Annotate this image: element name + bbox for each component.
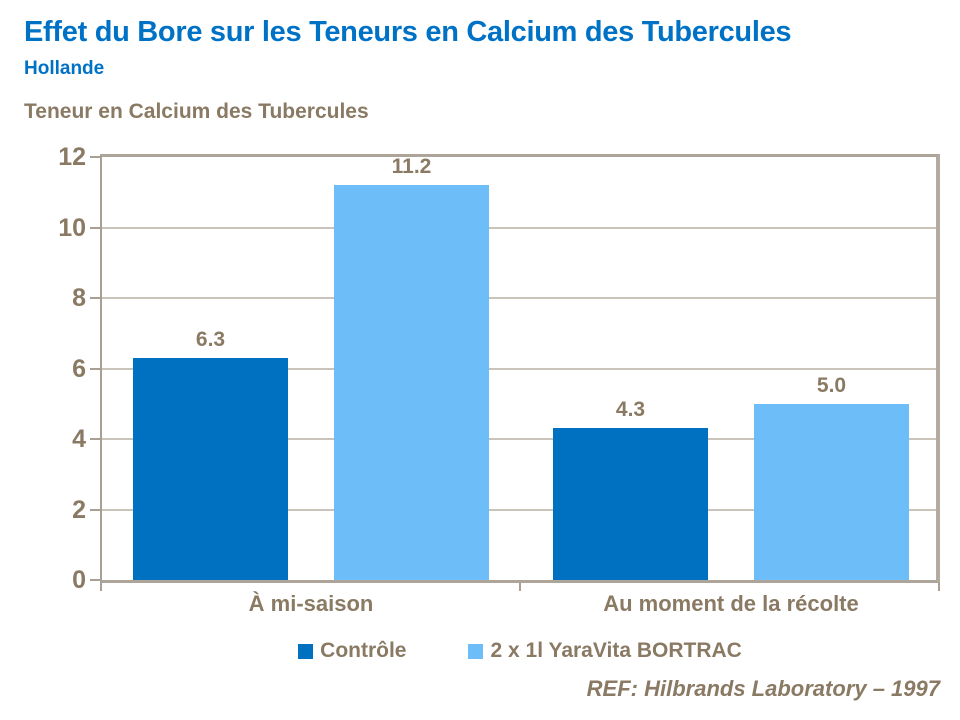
gridline — [102, 438, 936, 440]
bar — [754, 403, 909, 580]
legend: Contrôle 2 x 1l YaraVita BORTRAC — [100, 639, 940, 663]
y-axis-tick — [90, 438, 100, 440]
page-title: Effet du Bore sur les Teneurs en Calcium… — [24, 16, 792, 48]
reference-text: REF: Hilbrands Laboratory – 1997 — [586, 676, 940, 701]
category-label: Au moment de la récolte — [603, 591, 859, 616]
y-axis-tick — [90, 297, 100, 299]
bar-value-label: 4.3 — [615, 398, 646, 422]
y-axis-tick — [90, 226, 100, 229]
category-label: À mi-saison — [248, 591, 374, 616]
gridline — [102, 367, 936, 370]
y-axis-label: 12 — [58, 143, 86, 171]
gridline — [102, 297, 936, 299]
y-axis-label: 8 — [72, 284, 86, 312]
y-axis-label: 10 — [58, 213, 86, 242]
bar — [334, 185, 489, 580]
bar-value-label: 11.2 — [391, 155, 432, 179]
page-subtitle: Hollande — [24, 58, 105, 79]
bar-value-label: 6.3 — [195, 327, 226, 351]
y-axis-label: 4 — [72, 425, 86, 453]
bar — [133, 357, 288, 580]
legend-swatch — [468, 643, 484, 659]
y-axis-tick — [90, 508, 100, 511]
x-axis-tick — [938, 583, 940, 591]
y-axis-label: 6 — [72, 354, 86, 383]
plot-area: 6.3 4.3 11.2 5.0 — [100, 154, 940, 583]
y-axis-label: 0 — [72, 566, 86, 594]
y-axis-label: 2 — [72, 495, 86, 524]
y-axis-tick — [90, 367, 100, 370]
legend-label: Contrôle — [320, 639, 407, 662]
x-axis-tick — [519, 583, 521, 591]
legend-swatch — [298, 643, 314, 659]
legend-item: 2 x 1l YaraVita BORTRAC — [468, 639, 742, 663]
legend-item: Contrôle — [298, 639, 406, 663]
bar — [553, 428, 708, 580]
y-axis-tick — [90, 156, 100, 158]
x-axis-tick — [100, 583, 102, 591]
bar-value-label: 5.0 — [816, 373, 847, 397]
gridline — [102, 226, 936, 229]
y-axis-tick — [90, 579, 100, 581]
legend-label: 2 x 1l YaraVita BORTRAC — [490, 639, 742, 662]
chart-title: Teneur en Calcium des Tubercules — [24, 100, 369, 123]
gridline — [102, 508, 936, 511]
